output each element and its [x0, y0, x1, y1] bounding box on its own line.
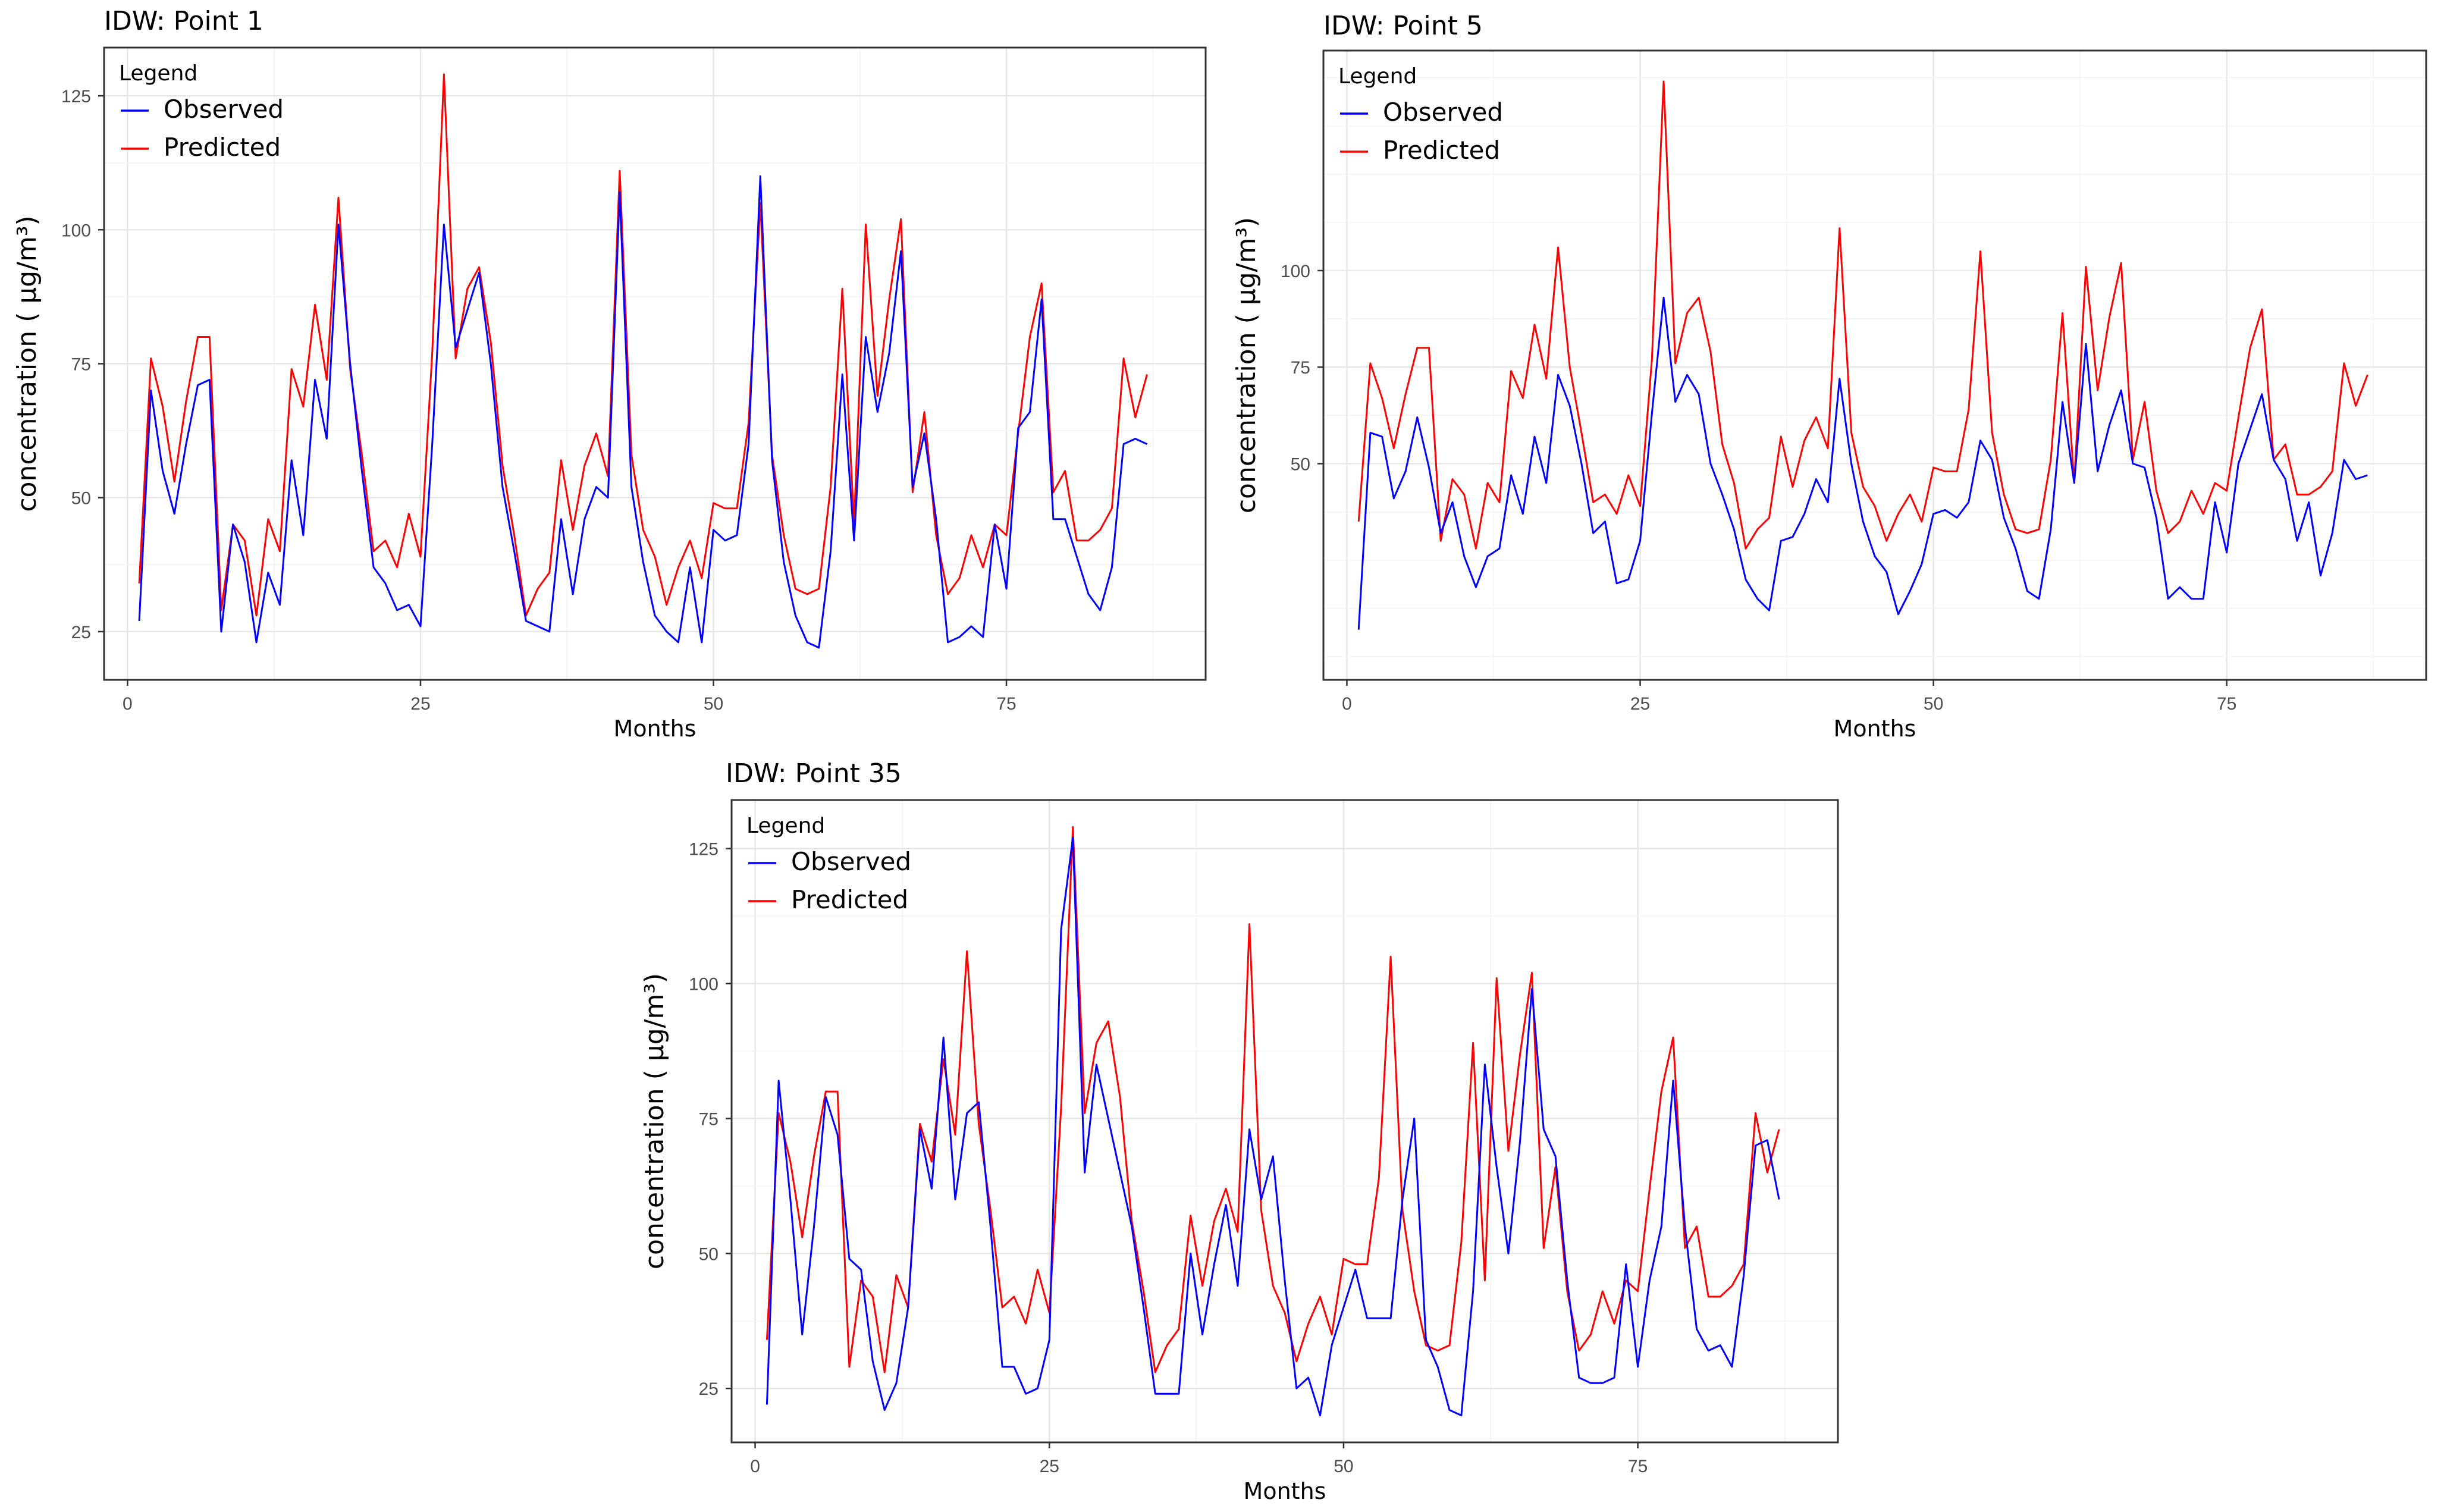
panel-border — [1322, 49, 2427, 681]
y-tick-label: 50 — [71, 489, 91, 509]
y-tick-label: 50 — [1291, 455, 1310, 475]
x-tick-label: 25 — [1630, 694, 1650, 714]
plot-panel — [1323, 51, 2426, 680]
legend-label-observed: Observed — [791, 847, 911, 876]
y-axis-label: concentration ( µg/m³) — [12, 215, 42, 512]
legend-label-predicted: Predicted — [1383, 136, 1500, 165]
x-tick-label: 50 — [1924, 694, 1943, 714]
x-tick-label: 25 — [410, 694, 430, 714]
y-axis-label: concentration ( µg/m³) — [1231, 217, 1262, 513]
y-tick-label: 100 — [689, 975, 719, 995]
y-tick-label: 25 — [71, 623, 91, 642]
y-tick-label: 125 — [689, 840, 719, 859]
y-tick-label: 125 — [61, 87, 91, 106]
legend-label-predicted: Predicted — [791, 885, 908, 914]
chart-point-35: IDW: Point 35 0 25 50 75 25 50 75 100 125 Months co… — [639, 758, 1839, 1504]
legend: Legend Observed Predicted — [1338, 64, 1503, 165]
x-axis-label: Months — [1834, 716, 1916, 742]
legend: Legend Observed Predicted — [746, 814, 911, 914]
x-tick-label: 0 — [750, 1457, 760, 1476]
x-tick-label: 25 — [1040, 1457, 1059, 1476]
series-line-observed — [1357, 296, 2368, 630]
series-line-observed — [765, 837, 1780, 1417]
y-tick-label: 75 — [71, 355, 91, 375]
series-line-observed — [138, 175, 1148, 649]
x-tick-label: 50 — [704, 694, 723, 714]
y-tick-label: 100 — [1281, 262, 1310, 281]
x-tick-label: 0 — [123, 694, 133, 714]
legend-title: Legend — [119, 61, 197, 86]
y-tick-label: 75 — [699, 1109, 719, 1129]
legend-label-observed: Observed — [164, 95, 284, 124]
gridlines — [104, 48, 1206, 680]
y-axis-label: concentration ( µg/m³) — [639, 973, 670, 1269]
legend-label-observed: Observed — [1383, 98, 1503, 127]
x-tick-label: 0 — [1342, 694, 1352, 714]
panel-border — [730, 799, 1839, 1444]
y-tick-label: 50 — [699, 1244, 719, 1264]
x-axis-label: Months — [614, 716, 697, 742]
legend-title: Legend — [1338, 64, 1417, 89]
series-line-predicted — [138, 73, 1148, 617]
legend-title: Legend — [746, 814, 825, 838]
series-line-predicted — [1357, 80, 2368, 550]
chart-title: IDW: Point 35 — [726, 758, 902, 789]
y-tick-label: 25 — [699, 1379, 719, 1399]
x-axis-label: Months — [1244, 1478, 1326, 1504]
plot-panel — [732, 800, 1838, 1442]
legend-label-predicted: Predicted — [164, 133, 281, 162]
y-tick-label: 100 — [61, 221, 91, 240]
chart-point-5: IDW: Point 5 0 25 50 75 50 75 100 Months concentr… — [1231, 11, 2427, 742]
gridlines — [1323, 51, 2426, 680]
chart-title: IDW: Point 1 — [104, 6, 263, 36]
x-tick-label: 75 — [1628, 1457, 1648, 1476]
x-tick-label: 75 — [996, 694, 1016, 714]
x-tick-label: 75 — [2217, 694, 2236, 714]
y-tick-label: 75 — [1291, 358, 1310, 378]
legend: Legend Observed Predicted — [119, 61, 284, 162]
chart-title: IDW: Point 5 — [1323, 11, 1483, 41]
x-tick-label: 50 — [1334, 1457, 1353, 1476]
chart-point-1: IDW: Point 1 0 25 50 75 25 50 75 100 125 Months con… — [12, 6, 1207, 742]
